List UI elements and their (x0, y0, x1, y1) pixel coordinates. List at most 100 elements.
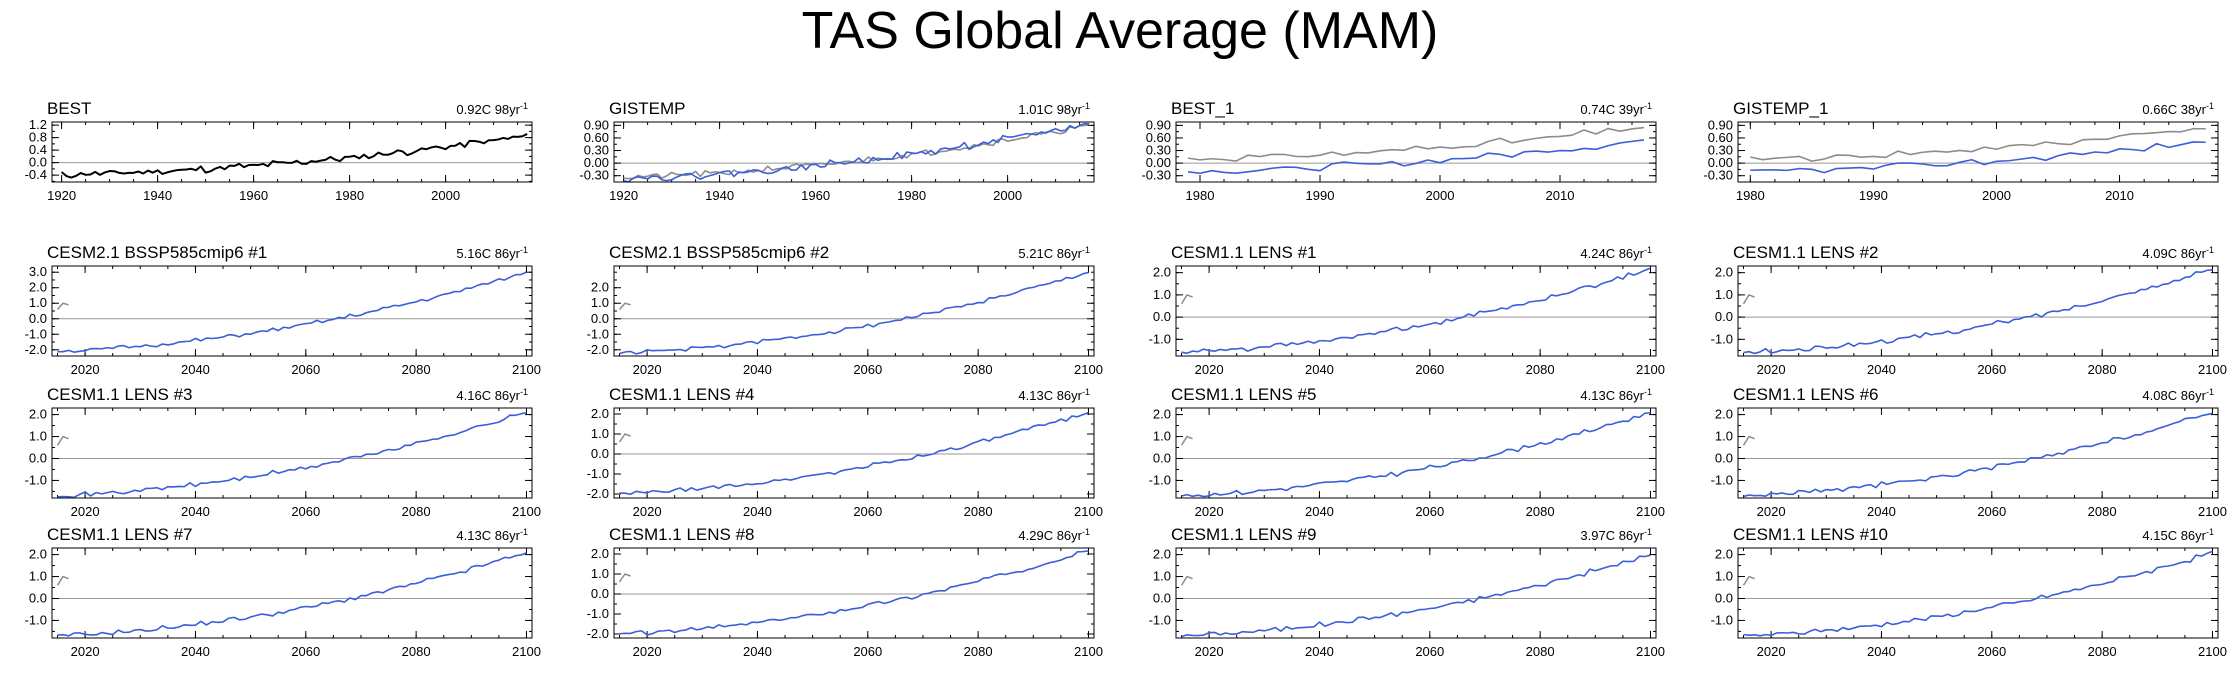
trend-label: 4.09C 86yr-1 (2142, 245, 2214, 261)
x-tick-label: 1960 (801, 188, 830, 203)
x-tick-label: 2040 (743, 504, 772, 519)
y-tick-label: -1.0 (25, 326, 47, 341)
x-tick-label: 1940 (143, 188, 172, 203)
y-tick-label: -0.30 (579, 168, 609, 183)
trend-unit: -1 (520, 527, 528, 537)
trend-label: 4.16C 86yr-1 (456, 387, 528, 403)
x-tick-label: 2000 (993, 188, 1022, 203)
y-tick-label: -1.0 (1149, 472, 1171, 487)
plot-frame (613, 407, 1095, 499)
panel-title: CESM2.1 BSSP585cmip6 #1 (47, 243, 267, 262)
series-line (619, 550, 1089, 636)
panel-10: CESM1.1 LENS #4 4.13C 86yr-1 2020 2040 2060 2… (587, 385, 1103, 519)
y-tick-label: 0.90 (1146, 117, 1171, 132)
y-tick-label: 0.00 (584, 155, 609, 170)
x-tick-label: 2100 (2198, 362, 2227, 377)
x-tick-label: 2020 (1757, 362, 1786, 377)
x-tick-label: 2020 (1195, 504, 1224, 519)
y-tick-label: 0.00 (1146, 155, 1171, 170)
panel-12: CESM1.1 LENS #6 4.08C 86yr-1 2020 2040 2060 2… (1711, 385, 2227, 519)
x-tick-label: 2080 (1526, 644, 1555, 659)
y-tick-label: 3.0 (29, 264, 47, 279)
x-tick-label: 2100 (2198, 644, 2227, 659)
trend-unit: -1 (520, 245, 528, 255)
series-line (1187, 139, 1645, 175)
trend-value: 4.16C 86yr (456, 388, 520, 403)
x-tick-label: 2020 (71, 644, 100, 659)
x-tick-label: 2060 (1977, 504, 2006, 519)
x-tick-label: 1980 (1186, 188, 1215, 203)
reference-series-line (618, 433, 631, 443)
y-tick-label: -0.30 (1141, 168, 1171, 183)
trend-unit: -1 (1644, 245, 1652, 255)
x-tick-label: 2080 (964, 504, 993, 519)
y-tick-label: 0.0 (591, 446, 609, 461)
y-tick-label: -2.0 (587, 486, 609, 501)
panel-1: BEST 0.92C 98yr-1 1920 1940 1960 1980 2000 -0.4… (25, 99, 533, 203)
y-tick-label: 0.90 (1708, 117, 1733, 132)
x-tick-label: 1990 (1306, 188, 1335, 203)
y-tick-label: -0.4 (25, 167, 47, 182)
series-line (1181, 411, 1651, 498)
y-tick-label: 0.60 (1708, 130, 1733, 145)
y-tick-label: 0.0 (1153, 450, 1171, 465)
panel-8: CESM1.1 LENS #2 4.09C 86yr-1 2020 2040 2060 2… (1711, 243, 2227, 377)
trend-label: 0.92C 98yr-1 (456, 101, 528, 117)
x-tick-label: 2060 (291, 644, 320, 659)
y-tick-label: -1.0 (1149, 612, 1171, 627)
x-tick-label: 2020 (1195, 644, 1224, 659)
y-tick-label: -2.0 (587, 626, 609, 641)
panel-15: CESM1.1 LENS #9 3.97C 86yr-1 2020 2040 2060 2… (1149, 525, 1665, 659)
plot-frame (613, 265, 1095, 357)
trend-value: 4.08C 86yr (2142, 388, 2206, 403)
x-tick-label: 2000 (1982, 188, 2011, 203)
y-tick-label: 0.4 (29, 142, 47, 157)
y-tick-label: 0.60 (584, 130, 609, 145)
y-tick-label: 2.0 (1715, 407, 1733, 422)
y-tick-label: -2.0 (587, 342, 609, 357)
x-tick-label: 2040 (181, 644, 210, 659)
x-tick-label: 2000 (431, 188, 460, 203)
y-tick-label: 0.0 (1715, 450, 1733, 465)
series-line (1750, 141, 2206, 174)
series-line (1750, 127, 2206, 162)
y-tick-label: 1.0 (1153, 287, 1171, 302)
x-tick-label: 2040 (181, 362, 210, 377)
trend-label: 4.24C 86yr-1 (1580, 245, 1652, 261)
panel-title: BEST_1 (1171, 99, 1234, 118)
plot-frame (613, 121, 1095, 183)
y-tick-label: 2.0 (29, 547, 47, 562)
y-tick-label: 2.0 (29, 280, 47, 295)
panel-title: CESM1.1 LENS #10 (1733, 525, 1888, 544)
x-tick-label: 2080 (402, 504, 431, 519)
x-tick-label: 1980 (1736, 188, 1765, 203)
series-line (1187, 126, 1645, 162)
x-tick-label: 2100 (512, 362, 541, 377)
panel-6: CESM2.1 BSSP585cmip6 #2 5.21C 86yr-1 2020 2… (587, 243, 1103, 377)
x-tick-label: 2020 (1757, 644, 1786, 659)
x-tick-label: 2100 (1074, 504, 1103, 519)
panel-11: CESM1.1 LENS #5 4.13C 86yr-1 2020 2040 2060 2… (1149, 385, 1665, 519)
trend-unit: -1 (2206, 101, 2214, 111)
y-tick-label: 1.0 (1715, 287, 1733, 302)
y-tick-label: 0.0 (29, 311, 47, 326)
trend-label: 4.15C 86yr-1 (2142, 527, 2214, 543)
x-tick-label: 2100 (2198, 504, 2227, 519)
reference-series-line (618, 573, 631, 583)
trend-unit: -1 (2206, 527, 2214, 537)
trend-label: 3.97C 86yr-1 (1580, 527, 1652, 543)
x-tick-label: 2080 (2088, 644, 2117, 659)
panel-title: CESM1.1 LENS #8 (609, 525, 755, 544)
x-tick-label: 2060 (291, 504, 320, 519)
trend-value: 5.21C 86yr (1018, 246, 1082, 261)
trend-value: 3.97C 86yr (1580, 528, 1644, 543)
trend-unit: -1 (520, 387, 528, 397)
series-line (619, 411, 1089, 496)
x-tick-label: 1990 (1859, 188, 1888, 203)
trend-label: 0.74C 39yr-1 (1580, 101, 1652, 117)
y-tick-label: 1.0 (591, 566, 609, 581)
y-tick-label: 0.30 (1146, 143, 1171, 158)
trend-label: 5.21C 86yr-1 (1018, 245, 1090, 261)
x-tick-label: 2060 (853, 644, 882, 659)
